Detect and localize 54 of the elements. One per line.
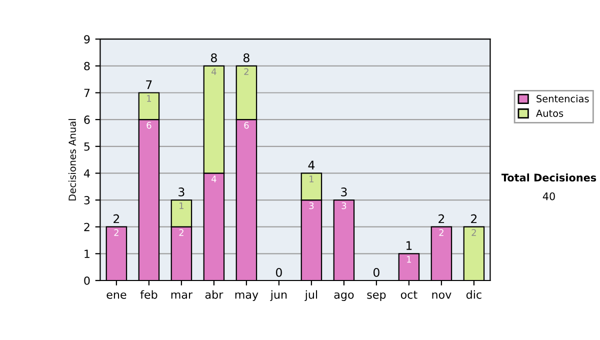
data-label: 4 xyxy=(212,68,216,75)
x-tick-label: nov xyxy=(432,292,452,299)
x-tick-label: sep xyxy=(367,292,386,301)
y-tick-label: 0 xyxy=(84,276,90,285)
data-label: 3 xyxy=(309,202,314,210)
y-tick-label: 6 xyxy=(84,116,90,124)
legend-label: Autos xyxy=(536,110,564,117)
y-tick-label: 3 xyxy=(84,196,90,204)
x-tick-label: may xyxy=(235,292,258,301)
y-tick-label: 4 xyxy=(84,169,90,178)
total-label: 3 xyxy=(341,187,347,196)
data-label: 2 xyxy=(244,68,248,75)
total-label: 4 xyxy=(308,160,315,170)
x-tick-label: ene xyxy=(106,292,126,299)
y-tick-label: 2 xyxy=(84,222,90,232)
data-label: 6 xyxy=(244,122,249,129)
data-label: 1 xyxy=(310,176,314,182)
total-label: 1 xyxy=(406,241,412,250)
total-label: 8 xyxy=(210,53,217,62)
y-tick-label: 1 xyxy=(84,250,90,258)
legend-label: Sentencias xyxy=(536,94,589,102)
total-label: 3 xyxy=(178,187,184,196)
total-label: 0 xyxy=(276,268,282,277)
data-label: 1 xyxy=(180,202,184,210)
text: Total Decisiones xyxy=(501,173,596,182)
data-label: 6 xyxy=(146,122,152,129)
total-label: 2 xyxy=(471,214,477,224)
total-label: 2 xyxy=(438,214,444,224)
data-label: 3 xyxy=(342,202,346,210)
x-tick-label: feb xyxy=(140,290,158,299)
data-label: 2 xyxy=(439,229,444,236)
y-tick-label: 5 xyxy=(84,142,90,151)
text: 40 xyxy=(542,192,555,200)
x-tick-label: mar xyxy=(171,292,193,299)
x-tick-label: ago xyxy=(334,292,354,301)
total-label: 7 xyxy=(146,80,152,89)
y-axis-title: Decisiones Anual xyxy=(68,119,76,200)
data-label: 4 xyxy=(212,176,216,182)
total-label: 2 xyxy=(114,214,120,224)
x-tick-label: dic xyxy=(466,290,482,299)
total-label: 0 xyxy=(373,268,380,277)
data-label: 2 xyxy=(472,229,476,236)
x-tick-label: jun xyxy=(270,290,287,301)
total-label: 8 xyxy=(243,53,250,62)
data-label: 1 xyxy=(147,95,151,102)
y-tick-label: 8 xyxy=(84,62,90,70)
data-label: 2 xyxy=(179,229,184,236)
data-label: 1 xyxy=(407,256,411,263)
x-tick-label: oct xyxy=(400,290,418,299)
y-tick-label: 9 xyxy=(84,35,90,44)
x-tick-label: abr xyxy=(205,290,224,299)
x-tick-label: jul xyxy=(304,290,318,301)
data-label: 2 xyxy=(114,229,118,236)
y-tick-label: 7 xyxy=(84,88,90,97)
